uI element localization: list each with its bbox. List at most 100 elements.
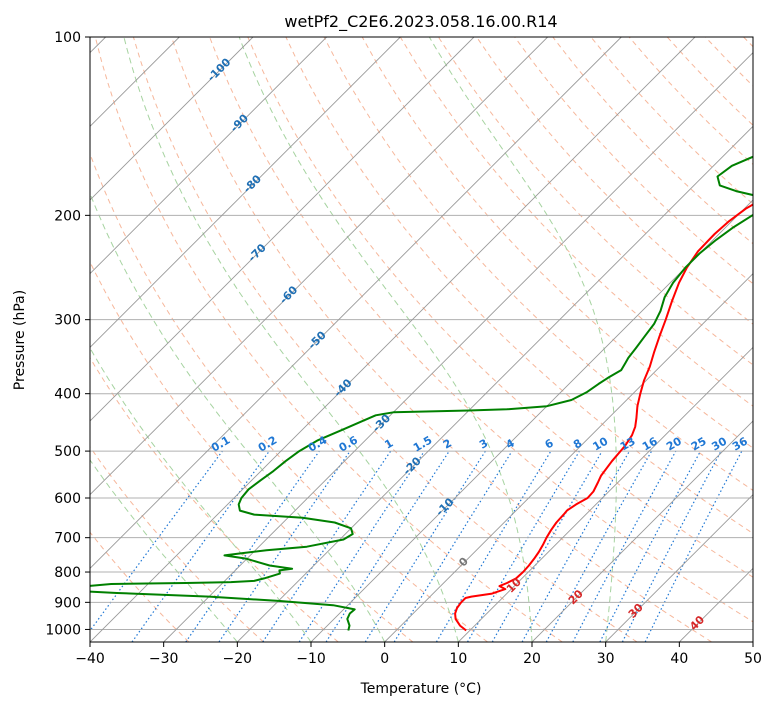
- isotherm-line: [90, 37, 622, 569]
- moist-adiabat-line: [90, 192, 386, 642]
- mixing-ratio-line: [325, 450, 450, 642]
- moist-adiabat-line: [123, 37, 459, 642]
- y-tick-label: 200: [54, 208, 81, 224]
- x-tick-label: −10: [296, 651, 326, 667]
- dry-adiabat-line: [399, 37, 753, 407]
- dry-adiabat-line: [552, 37, 753, 245]
- isotherm-line: [90, 37, 401, 348]
- isotherm-line: [90, 37, 696, 642]
- x-tick-label: 20: [523, 651, 541, 667]
- isotherm-label: 40: [687, 613, 707, 633]
- isotherm-label: -70: [246, 241, 269, 264]
- plot-frame: [89, 36, 754, 643]
- moist-adiabat-line: [90, 459, 238, 642]
- dewpoint-line: [90, 155, 753, 631]
- isotherm-line: [90, 37, 254, 201]
- dry-adiabat-line: [743, 37, 753, 48]
- mixing-ratio-line: [435, 450, 552, 642]
- y-tick-label: 600: [54, 491, 81, 507]
- mixing-ratio-line: [644, 450, 743, 642]
- isotherm-label: -10: [433, 495, 456, 518]
- isotherm-line: [752, 641, 753, 642]
- dry-adiabat-line: [90, 152, 488, 642]
- line-labels: 0.1 0.2 0.4 0.6 1 1.5 2 3 4 6 8 10 13 16 20 25 30 36-100-…: [205, 55, 750, 633]
- y-tick-label: 400: [54, 387, 81, 403]
- x-tick-label: −30: [149, 651, 179, 667]
- dry-adiabat-line: [132, 37, 638, 642]
- profile-lines: [90, 155, 753, 632]
- isotherm-line: [90, 37, 475, 422]
- dry-adiabat-line: [361, 37, 753, 449]
- y-axis-label: Pressure (hPa): [12, 290, 28, 390]
- y-tick-label: 900: [54, 595, 81, 611]
- isotherm-label: -100: [205, 55, 234, 84]
- isotherm-label: 20: [566, 587, 586, 607]
- x-tick-label: 40: [670, 651, 688, 667]
- isotherm-label: 10: [504, 575, 524, 595]
- isotherm-line: [531, 420, 753, 642]
- mixing-ratio-line: [466, 450, 580, 642]
- x-tick-label: −20: [223, 651, 253, 667]
- dry-adiabat-line: [514, 37, 753, 285]
- mixing-ratio-label: 2: [441, 437, 454, 452]
- dry-adiabat-line: [590, 37, 753, 205]
- x-tick-label: 30: [597, 651, 615, 667]
- y-tick-label: 500: [54, 444, 81, 460]
- isotherm-label: -80: [241, 172, 264, 195]
- mixing-ratio-line: [545, 450, 653, 642]
- mixing-ratio-line: [599, 450, 702, 642]
- mixing-ratio-line: [298, 450, 425, 642]
- y-tick-label: 800: [54, 565, 81, 581]
- isotherm-label: -30: [370, 411, 393, 434]
- isotherm-line: [90, 37, 327, 275]
- x-tick-label: −40: [75, 651, 105, 667]
- dry-adiabat-line: [209, 37, 753, 623]
- chart-title: wetPf2_C2E6.2023.058.16.00.R14: [284, 12, 557, 32]
- isotherm-label: 30: [626, 601, 646, 621]
- x-tick-label: 0: [380, 651, 389, 667]
- mixing-ratio-line: [90, 450, 223, 632]
- mixing-ratio-line: [521, 450, 631, 642]
- mixing-ratio-line: [185, 450, 320, 642]
- isotherm-line: [163, 52, 753, 642]
- y-tick-label: 700: [54, 531, 81, 547]
- dry-adiabat-line: [90, 356, 339, 642]
- dry-adiabat-line: [437, 37, 753, 366]
- mixing-ratio-label: 6: [543, 436, 556, 451]
- y-tick-label: 1000: [45, 622, 81, 638]
- dry-adiabat-line: [94, 37, 563, 642]
- mixing-ratio-lines: [90, 450, 743, 642]
- y-tick-label: 100: [54, 30, 81, 46]
- moist-adiabat-line: [238, 37, 533, 642]
- plot-area: 0.1 0.2 0.4 0.6 1 1.5 2 3 4 6 8 10 13 16 20 25 30 36-100-…: [90, 37, 753, 642]
- isotherm-line: [458, 346, 753, 642]
- mixing-ratio-line: [218, 450, 351, 642]
- isotherm-label: -50: [306, 328, 329, 351]
- x-tick-label: 10: [449, 651, 467, 667]
- isotherm-line: [310, 199, 753, 642]
- mixing-ratio-line: [572, 450, 677, 642]
- dry-adiabat-line: [90, 260, 414, 642]
- isotherm-line: [679, 567, 753, 642]
- isotherm-line: [90, 37, 548, 496]
- y-axis-ticks: 100 200 300 400 500 600 700 800 900 1000: [45, 30, 90, 638]
- dry-adiabat-line: [247, 37, 753, 578]
- dry-adiabats: [90, 37, 753, 642]
- y-tick-label: 300: [54, 313, 81, 329]
- isotherm-label: -40: [331, 376, 354, 399]
- dry-adiabat-line: [90, 531, 190, 642]
- isotherm-label: 0: [456, 554, 471, 569]
- mixing-ratio-line: [262, 450, 392, 642]
- isotherm-label: -90: [228, 111, 251, 134]
- dry-adiabat-line: [666, 37, 753, 126]
- isotherms: [90, 37, 753, 642]
- mixing-ratio-line: [131, 450, 270, 642]
- dry-adiabat-line: [90, 446, 264, 642]
- temperature-line: [454, 203, 753, 632]
- mixing-ratio-line: [393, 450, 513, 642]
- pressure-gridlines: [90, 37, 753, 630]
- moist-adiabat-line: [428, 37, 617, 642]
- moist-adiabat-line: [90, 347, 312, 642]
- dry-adiabat-line: [171, 37, 712, 642]
